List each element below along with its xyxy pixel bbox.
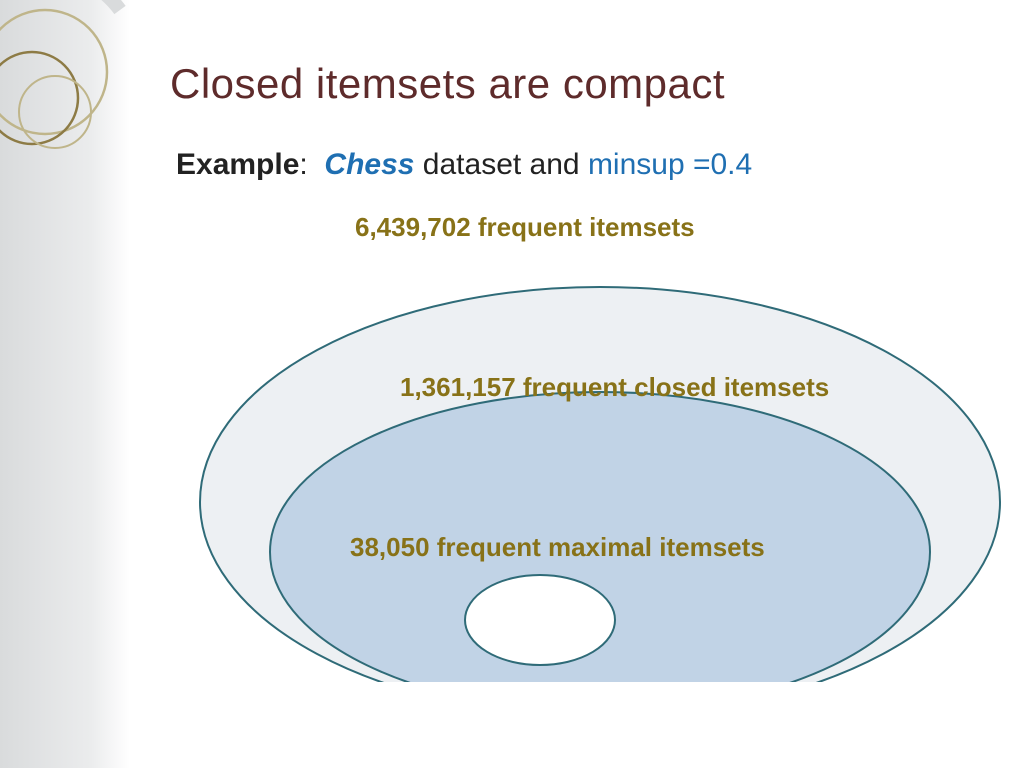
slide-main: Closed itemsets are compact Example: Che… — [130, 0, 1024, 768]
nested-ellipse-svg — [170, 212, 1010, 682]
example-mid: dataset and — [414, 148, 587, 181]
nested-ellipse-diagram: 6,439,702 frequent itemsets 1,361,157 fr… — [170, 212, 1010, 682]
ellipse-label-inner: 38,050 frequent maximal itemsets — [350, 532, 765, 563]
example-label: Example — [176, 148, 299, 181]
slide-title: Closed itemsets are compact — [170, 60, 1010, 108]
ellipse-label-middle: 1,361,157 frequent closed itemsets — [400, 372, 829, 403]
example-line: Example: Chess dataset and minsup =0.4 — [176, 148, 1010, 182]
example-dataset: Chess — [324, 148, 414, 181]
ellipse-label-outer: 6,439,702 frequent itemsets — [355, 212, 695, 243]
decorative-sidebar — [0, 0, 130, 768]
example-param: minsup =0.4 — [588, 148, 752, 181]
